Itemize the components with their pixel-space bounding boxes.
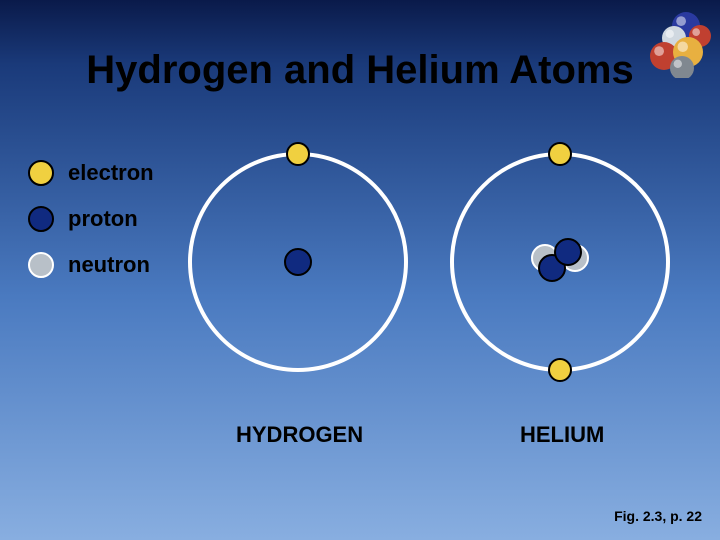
proton-swatch-icon [28,206,54,232]
proton-icon [539,255,565,281]
helium-label: HELIUM [520,422,604,448]
neutron-swatch-icon [28,252,54,278]
electron-icon [287,143,309,165]
electron-icon [549,143,571,165]
legend: electron proton neutron [28,150,154,288]
proton-icon [555,239,581,265]
legend-label: proton [68,206,138,232]
electron-swatch-icon [28,160,54,186]
legend-row-electron: electron [28,150,154,196]
legend-row-neutron: neutron [28,242,154,288]
neutron-icon [532,245,558,271]
page-title: Hydrogen and Helium Atoms [0,48,720,93]
legend-label: neutron [68,252,150,278]
legend-label: electron [68,160,154,186]
legend-row-proton: proton [28,196,154,242]
figure-reference: Fig. 2.3, p. 22 [614,508,702,524]
hydrogen-label: HYDROGEN [236,422,363,448]
electron-icon [549,359,571,381]
neutron-icon [562,245,588,271]
proton-icon [285,249,311,275]
